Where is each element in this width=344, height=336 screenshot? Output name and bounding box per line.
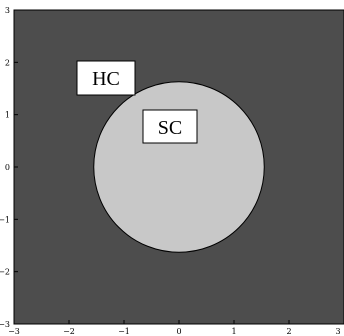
x-tick-label: 0 bbox=[176, 327, 181, 336]
y-tick-label: 3 bbox=[5, 6, 10, 15]
x-tick-label: −3 bbox=[8, 327, 20, 336]
y-tick-label: 2 bbox=[5, 58, 10, 67]
y-tick-label: −1 bbox=[0, 215, 10, 224]
x-tick-label: 1 bbox=[231, 327, 236, 336]
x-tick-label: 2 bbox=[286, 327, 291, 336]
y-tick-label: 1 bbox=[5, 111, 10, 120]
x-tick-label: −1 bbox=[118, 327, 130, 336]
hc-label-box: HC bbox=[76, 60, 136, 96]
hc-label: HC bbox=[92, 68, 120, 90]
x-tick-label: −2 bbox=[63, 327, 75, 336]
x-axis: −3 −2 −1 0 1 2 3 bbox=[8, 320, 344, 336]
sc-region bbox=[93, 81, 265, 253]
y-axis: 3 2 1 0 −1 −2 −3 bbox=[0, 6, 18, 329]
sc-label: SC bbox=[158, 117, 182, 139]
y-tick-label: 0 bbox=[5, 163, 10, 172]
x-tick-label: 3 bbox=[335, 327, 340, 336]
sc-label-box: SC bbox=[142, 109, 198, 144]
y-tick-label: −3 bbox=[0, 320, 10, 329]
y-tick-label: −2 bbox=[0, 268, 10, 277]
